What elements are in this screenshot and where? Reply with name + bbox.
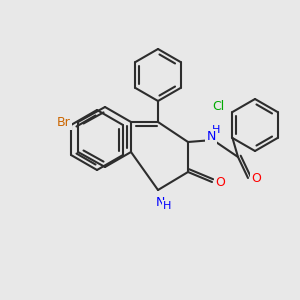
- Text: O: O: [251, 172, 261, 184]
- Text: Cl: Cl: [212, 100, 225, 113]
- Text: N: N: [155, 196, 165, 208]
- Text: H: H: [163, 201, 171, 211]
- Text: N: N: [206, 130, 216, 143]
- Text: O: O: [215, 176, 225, 188]
- Text: H: H: [212, 125, 220, 135]
- Text: Br: Br: [57, 116, 71, 128]
